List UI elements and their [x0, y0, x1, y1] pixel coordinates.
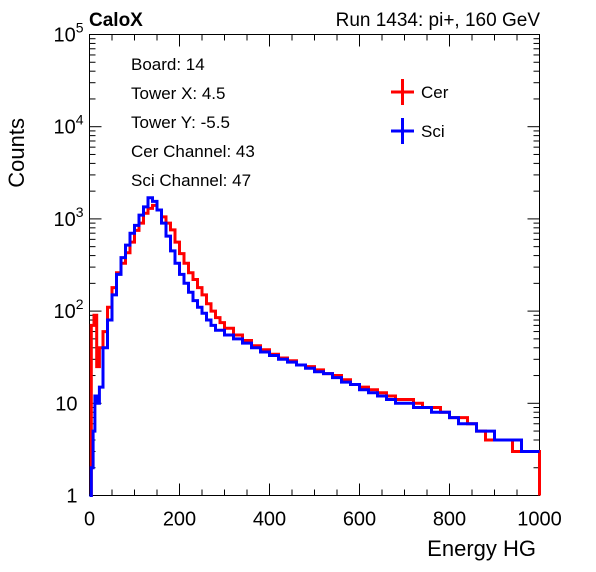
info-tower-x: Tower X: 4.5 — [131, 84, 226, 103]
legend-entry-cer: Cer — [391, 79, 449, 105]
info-board: Board: 14 — [131, 55, 205, 74]
legend-label-sci: Sci — [421, 122, 445, 141]
info-sci-channel: Sci Channel: 47 — [131, 171, 251, 190]
x-axis-ticks: 0 200 400 600 800 1000 — [84, 34, 562, 531]
y-tick-label: 10 — [55, 393, 77, 415]
x-tick-label: 800 — [433, 509, 466, 531]
chart-title-left: CaloX — [89, 10, 143, 31]
plot-frame — [89, 34, 540, 496]
series-sci-line — [89, 196, 540, 497]
y-tick-label: 1 — [66, 486, 77, 508]
y-tick-label: 103 — [53, 204, 83, 231]
info-cer-channel: Cer Channel: 43 — [131, 142, 255, 161]
x-axis-label: Energy HG — [427, 536, 536, 561]
series-layer — [89, 196, 541, 497]
y-axis-ticks: 1 10 102 103 104 105 — [53, 20, 540, 508]
y-tick-label: 102 — [53, 296, 83, 323]
legend-label-cer: Cer — [421, 83, 449, 102]
legend-entry-sci: Sci — [391, 118, 445, 144]
x-tick-label: 1000 — [517, 509, 562, 531]
info-tower-y: Tower Y: -5.5 — [131, 113, 230, 132]
legend: Cer Sci — [391, 79, 449, 144]
chart-title-right: Run 1434: pi+, 160 GeV — [336, 10, 541, 31]
x-tick-label: 600 — [343, 509, 376, 531]
y-axis-label: Counts — [4, 118, 29, 188]
y-tick-label: 104 — [53, 112, 83, 139]
x-tick-label: 200 — [163, 509, 196, 531]
x-tick-label: 400 — [253, 509, 286, 531]
info-box: Board: 14 Tower X: 4.5 Tower Y: -5.5 Cer… — [131, 55, 255, 190]
series-cer-line — [89, 203, 541, 497]
y-tick-label: 105 — [53, 20, 83, 47]
x-tick-label: 0 — [84, 509, 95, 531]
